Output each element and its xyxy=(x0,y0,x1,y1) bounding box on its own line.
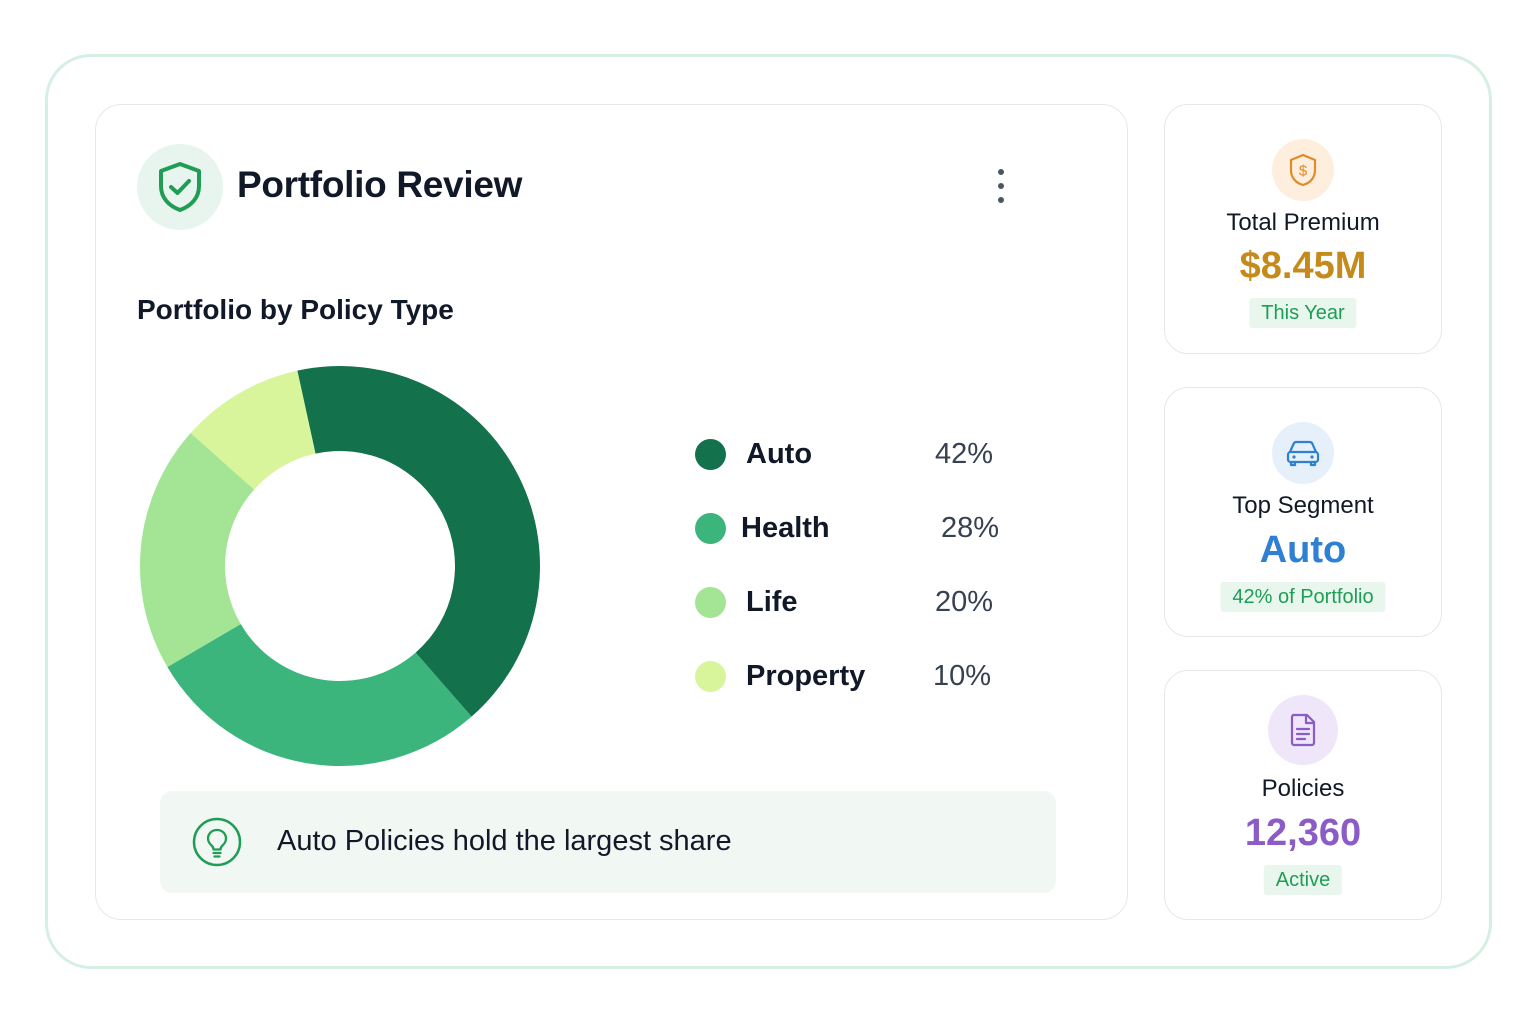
legend-swatch xyxy=(695,661,726,692)
policy-type-donut-chart xyxy=(140,366,540,766)
page-title: Portfolio Review xyxy=(237,164,523,205)
kpi-label: Total Premium xyxy=(1226,209,1380,236)
kpi-policies: Policies 12,360 Active xyxy=(1164,670,1442,920)
kpi-badge: 42% of Portfolio xyxy=(1220,582,1386,612)
shield-dollar-icon: $ xyxy=(1272,139,1334,201)
donut-slice-auto xyxy=(297,366,540,717)
document-icon xyxy=(1268,695,1338,765)
chart-title: Portfolio by Policy Type xyxy=(137,294,454,325)
more-options-button[interactable] xyxy=(986,165,1016,207)
more-vertical-icon xyxy=(998,169,1004,175)
legend-item-auto: Auto 42% xyxy=(695,430,1025,504)
insight-banner: Auto Policies hold the largest share xyxy=(160,791,1056,893)
legend-item-life: Life 20% xyxy=(695,578,1025,652)
kpi-value: Auto xyxy=(1259,529,1347,571)
lightbulb-icon xyxy=(192,817,242,867)
legend-swatch xyxy=(695,587,726,618)
legend-label: Health xyxy=(741,512,830,544)
kpi-badge: Active xyxy=(1263,865,1343,895)
kpi-value: $8.45M xyxy=(1239,245,1367,287)
legend-value: 20% xyxy=(935,586,994,618)
legend-label: Property xyxy=(746,660,866,692)
legend-value: 10% xyxy=(933,660,992,692)
shield-check-icon xyxy=(137,144,223,230)
kpi-label: Policies xyxy=(1261,775,1345,802)
car-icon xyxy=(1272,422,1334,484)
donut-slice-life xyxy=(140,433,255,667)
legend-value: 28% xyxy=(941,512,1000,544)
legend-label: Auto xyxy=(746,438,813,470)
kpi-value: 12,360 xyxy=(1244,812,1362,854)
kpi-badge: This Year xyxy=(1249,298,1357,328)
legend-swatch xyxy=(695,513,726,544)
legend-swatch xyxy=(695,439,726,470)
legend-value: 42% xyxy=(935,438,994,470)
insight-text: Auto Policies hold the largest share xyxy=(277,825,732,857)
portfolio-review-card xyxy=(95,104,1128,920)
kpi-label: Top Segment xyxy=(1232,492,1374,519)
kpi-total-premium: $ Total Premium $8.45M This Year xyxy=(1164,104,1442,354)
kpi-top-segment: Top Segment Auto 42% of Portfolio xyxy=(1164,387,1442,637)
legend-item-health: Health 28% xyxy=(695,504,1025,578)
legend-item-property: Property 10% xyxy=(695,652,1025,726)
chart-legend: Auto 42% Health 28% Life 20% Property 10% xyxy=(695,430,1025,726)
legend-label: Life xyxy=(746,586,798,618)
donut-slice-property xyxy=(190,370,316,490)
svg-text:$: $ xyxy=(1299,163,1308,180)
donut-slice-health xyxy=(167,624,472,766)
